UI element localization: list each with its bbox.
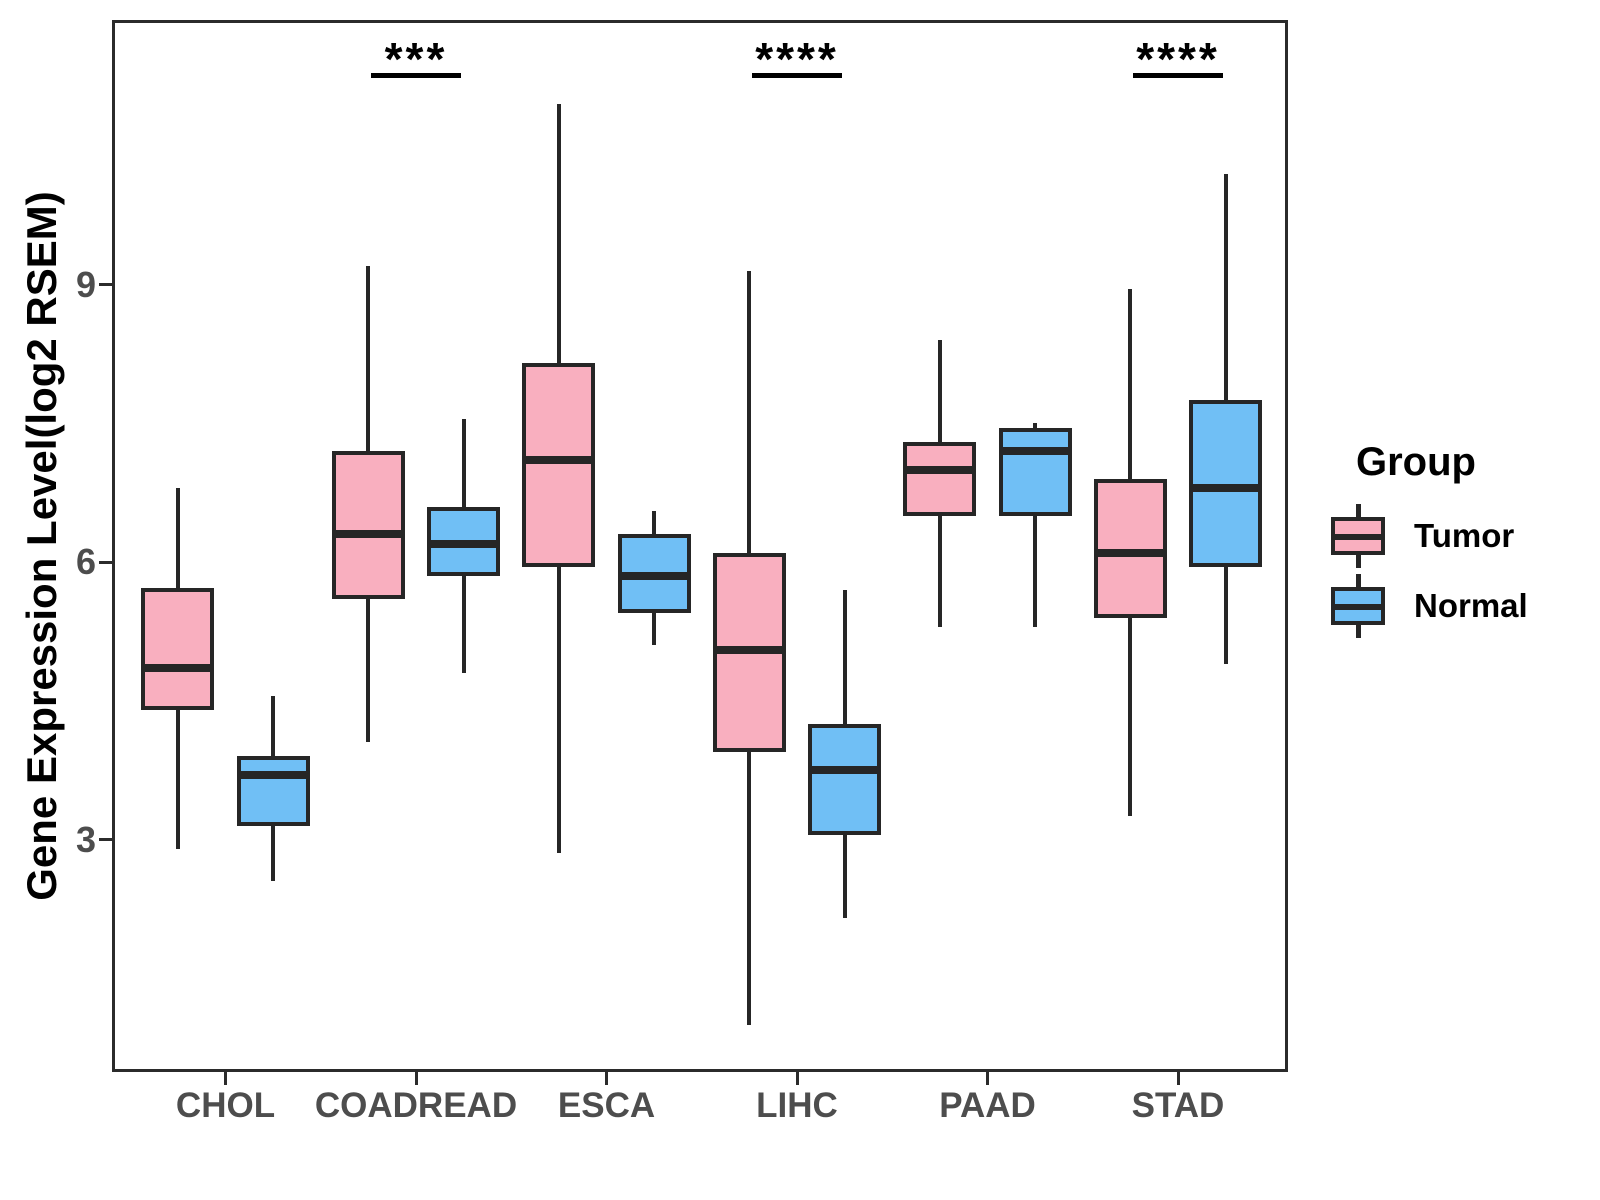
x-tick-mark <box>1176 1072 1180 1085</box>
box-tumor-chol <box>141 587 215 710</box>
x-tick-label-paad: PAAD <box>939 1086 1036 1125</box>
legend-boxplot-key-icon <box>1330 571 1386 641</box>
x-tick-label-coadread: COADREAD <box>314 1086 518 1125</box>
median-normal-stad <box>1189 484 1263 492</box>
legend-title: Group <box>1356 440 1476 484</box>
median-tumor-coadread <box>331 530 405 539</box>
y-tick-label: 9 <box>75 263 96 305</box>
median-normal-esca <box>617 571 691 580</box>
legend-item-tumor: Tumor <box>1330 501 1600 571</box>
median-tumor-stad <box>1093 548 1167 557</box>
box-tumor-stad <box>1093 478 1167 618</box>
legend-item-label: Tumor <box>1414 517 1515 554</box>
significance-bar-stad <box>1133 73 1223 78</box>
legend-item-label: Normal <box>1414 587 1528 624</box>
median-tumor-esca <box>522 456 596 465</box>
median-tumor-paad <box>903 465 977 474</box>
legend: Group Tumor Normal <box>1330 440 1600 641</box>
y-tick-label: 6 <box>75 541 96 582</box>
x-tick-mark <box>605 1072 608 1085</box>
x-tick-label-esca: ESCA <box>557 1086 656 1125</box>
median-normal-paad <box>998 447 1072 455</box>
y-tick-label: 3 <box>75 818 96 860</box>
median-tumor-chol <box>141 664 215 673</box>
x-tick-mark <box>795 1072 799 1085</box>
y-tick-mark <box>99 283 112 286</box>
y-tick-mark <box>99 560 112 564</box>
median-tumor-lihc <box>712 645 786 654</box>
whisker-normal-paad <box>1033 423 1038 627</box>
box-normal-paad <box>998 427 1072 516</box>
median-normal-lihc <box>808 766 882 775</box>
median-normal-chol <box>236 770 310 779</box>
x-tick-label-chol: CHOL <box>175 1086 276 1125</box>
box-normal-chol <box>236 756 310 826</box>
y-tick-mark <box>99 838 112 841</box>
x-tick-label-stad: STAD <box>1131 1086 1225 1125</box>
box-tumor-esca <box>522 363 596 567</box>
x-tick-mark <box>414 1072 418 1085</box>
box-normal-lihc <box>808 723 882 835</box>
median-normal-coadread <box>427 539 501 548</box>
legend-item-normal: Normal <box>1330 571 1600 641</box>
box-tumor-paad <box>903 441 977 516</box>
box-tumor-coadread <box>331 451 405 599</box>
significance-bar-coadread <box>371 73 461 78</box>
x-tick-label-lihc: LIHC <box>756 1086 838 1125</box>
box-normal-stad <box>1189 400 1263 567</box>
legend-items: Tumor Normal <box>1330 501 1600 641</box>
legend-boxplot-key-icon <box>1330 501 1386 571</box>
plot-panel <box>112 20 1288 1072</box>
x-tick-mark <box>986 1072 989 1085</box>
x-tick-mark <box>224 1072 227 1085</box>
significance-bar-lihc <box>752 73 842 78</box>
